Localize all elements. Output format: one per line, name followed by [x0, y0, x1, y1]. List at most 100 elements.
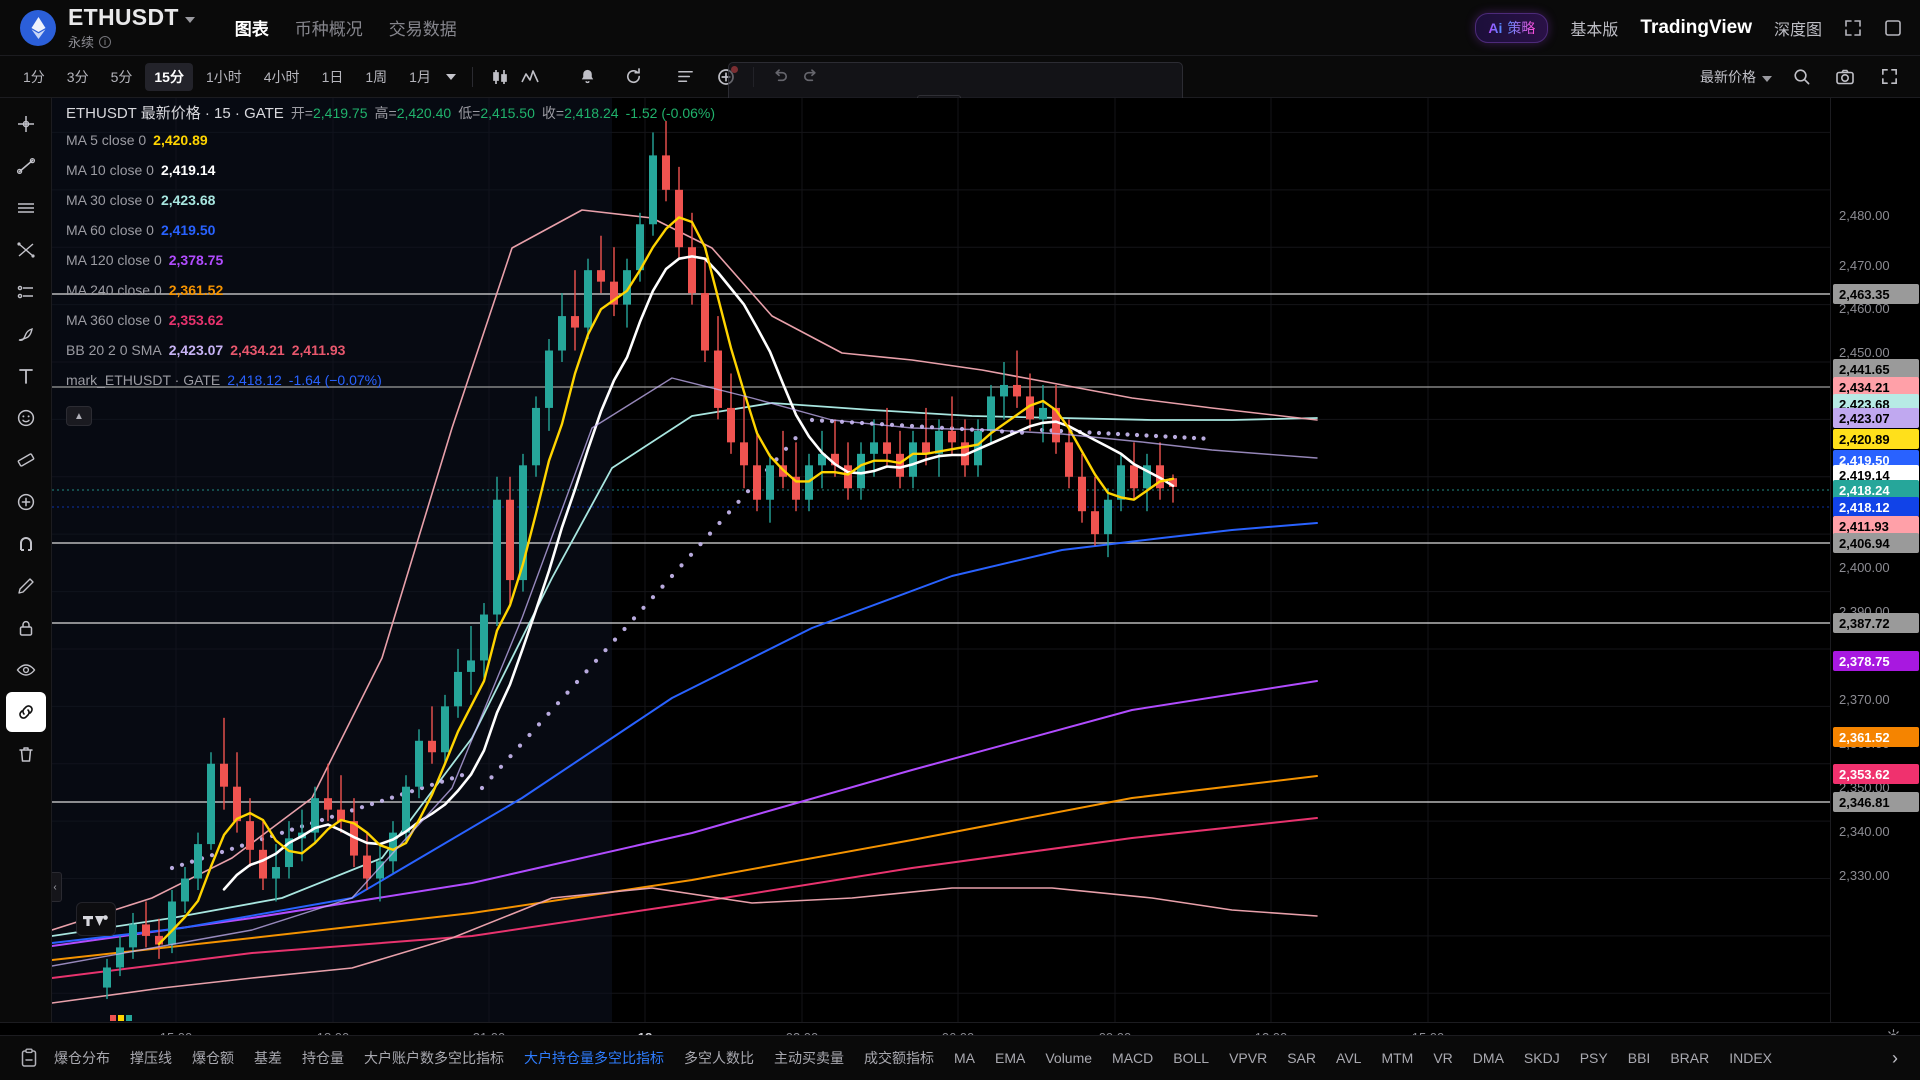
pattern-icon[interactable] — [6, 272, 46, 312]
indicator-item[interactable]: 爆仓额 — [192, 1050, 234, 1066]
indicator-item[interactable]: PSY — [1579, 1050, 1608, 1066]
legend-ma240[interactable]: MA 240 close 0 2,361.52 — [66, 282, 715, 312]
timeframe-1w[interactable]: 1周 — [365, 68, 388, 85]
emoji-icon[interactable] — [6, 398, 46, 438]
magnet-icon[interactable] — [6, 524, 46, 564]
camera-icon[interactable] — [1830, 62, 1860, 92]
legend-bb[interactable]: BB 20 2 0 SMA 2,423.07 2,434.21 2,411.93 — [66, 342, 715, 372]
ai-strategy-button[interactable]: Ai 策略 — [1475, 12, 1549, 43]
legend-ma60[interactable]: MA 60 close 0 2,419.50 — [66, 222, 715, 252]
indicator-item[interactable]: VR — [1433, 1050, 1453, 1066]
indicator-item[interactable]: 成交额指标 — [864, 1050, 934, 1066]
measure-icon[interactable] — [6, 440, 46, 480]
price-axis-badge[interactable]: 2,378.75 — [1833, 651, 1919, 671]
price-axis-badge[interactable]: 2,411.93 — [1833, 516, 1919, 536]
legend-ma120[interactable]: MA 120 close 0 2,378.75 — [66, 252, 715, 282]
price-axis-badge[interactable]: 2,406.94 — [1833, 533, 1919, 553]
indicator-item[interactable]: MACD — [1112, 1050, 1154, 1066]
legend-mark-price[interactable]: mark_ETHUSDT · GATE 2,418.12 -1.64 (−0.0… — [66, 372, 715, 402]
tab-chart[interactable]: 图表 — [234, 20, 269, 39]
indicator-item[interactable]: 大户账户数多空比指标 — [364, 1050, 504, 1066]
price-axis-badge[interactable]: 2,361.52 — [1833, 727, 1919, 747]
depth-chart-button[interactable]: 深度图 — [1773, 21, 1822, 39]
timeframe-1m[interactable]: 1分 — [23, 68, 45, 85]
indicator-item[interactable]: 主动买卖量 — [774, 1050, 844, 1066]
basic-version-button[interactable]: 基本版 — [1570, 21, 1619, 39]
timeframe-5m[interactable]: 5分 — [110, 68, 133, 85]
price-axis-badge[interactable]: 2,346.81 — [1833, 792, 1919, 812]
price-axis-badge[interactable]: 2,463.35 — [1833, 284, 1919, 304]
price-axis[interactable]: 2,480.002,470.002,460.002,450.002,440.00… — [1830, 98, 1920, 1022]
indicator-item[interactable]: 大户持仓量多空比指标 — [524, 1050, 664, 1066]
price-axis-badge[interactable]: 2,353.62 — [1833, 764, 1919, 784]
tab-trade-data[interactable]: 交易数据 — [388, 20, 457, 39]
indicator-item[interactable]: Volume — [1045, 1050, 1093, 1066]
fib-retracement-icon[interactable] — [6, 230, 46, 270]
alert-bell-icon[interactable] — [573, 62, 603, 92]
indicator-item[interactable]: 多空人数比 — [684, 1050, 754, 1066]
indicator-item[interactable]: BRAR — [1670, 1050, 1710, 1066]
timeframe-3m[interactable]: 3分 — [66, 68, 89, 85]
indicator-item[interactable]: 撑压线 — [130, 1050, 172, 1066]
price-axis-badge[interactable]: 2,418.24 — [1833, 480, 1919, 500]
chevron-down-icon[interactable] — [184, 16, 195, 23]
symbol-block[interactable]: ETHUSDT 永续 i — [68, 4, 195, 51]
redo-icon[interactable] — [796, 62, 826, 92]
indicator-item[interactable]: SAR — [1287, 1050, 1317, 1066]
tradingview-button[interactable]: TradingView — [1640, 16, 1752, 38]
eye-icon[interactable] — [6, 650, 46, 690]
trash-icon[interactable] — [6, 734, 46, 774]
indicator-icon[interactable] — [515, 62, 545, 92]
symbol-row[interactable]: ETHUSDT — [68, 4, 195, 31]
indicator-item[interactable]: MTM — [1381, 1050, 1414, 1066]
legend-ma10[interactable]: MA 10 close 0 2,419.14 — [66, 162, 715, 192]
indicator-item[interactable]: BBI — [1627, 1050, 1651, 1066]
candlestick-type-icon[interactable] — [485, 62, 515, 92]
template-list-icon[interactable] — [671, 62, 701, 92]
legend-ma360[interactable]: MA 360 close 0 2,353.62 — [66, 312, 715, 342]
replay-icon[interactable] — [619, 62, 649, 92]
zoom-in-icon[interactable] — [6, 482, 46, 522]
legend-ma30[interactable]: MA 30 close 0 2,423.68 — [66, 192, 715, 222]
search-icon[interactable] — [1786, 62, 1816, 92]
indicator-item[interactable]: BOLL — [1173, 1050, 1210, 1066]
indicator-item[interactable]: EMA — [995, 1050, 1026, 1066]
timeframe-15m[interactable]: 15分 — [145, 62, 193, 91]
indicator-item[interactable]: INDEX — [1729, 1050, 1773, 1066]
indicator-item[interactable]: AVL — [1336, 1050, 1362, 1066]
brush-icon[interactable] — [6, 314, 46, 354]
text-icon[interactable] — [6, 356, 46, 396]
lock-icon[interactable] — [6, 608, 46, 648]
undo-icon[interactable] — [766, 62, 796, 92]
timeframe-1mo[interactable]: 1月 — [409, 68, 431, 85]
square-icon[interactable] — [1884, 19, 1902, 37]
price-axis-badge[interactable]: 2,418.12 — [1833, 497, 1919, 517]
link-icon[interactable] — [5, 692, 46, 732]
trend-line-icon[interactable] — [6, 146, 46, 186]
timeframe-1h[interactable]: 1小时 — [205, 68, 242, 85]
price-chart-canvas[interactable]: ETHUSDT 最新价格 · 15 · GATE 开=2,419.75 高=2,… — [52, 98, 1830, 1022]
price-axis-badge[interactable]: 2,387.72 — [1833, 613, 1919, 633]
add-compare-icon[interactable] — [711, 62, 741, 92]
price-axis-badge[interactable]: 2,420.89 — [1833, 429, 1919, 449]
price-axis-badge[interactable]: 2,434.21 — [1833, 377, 1919, 397]
pencil-icon[interactable] — [6, 566, 46, 606]
indicator-item[interactable]: 持仓量 — [302, 1050, 344, 1066]
price-type-selector[interactable]: 最新价格 — [1700, 67, 1772, 87]
fullscreen-icon[interactable] — [1874, 62, 1904, 92]
indicator-item[interactable]: VPVR — [1229, 1050, 1268, 1066]
indicator-item[interactable]: 爆仓分布 — [54, 1050, 110, 1066]
crosshair-icon[interactable] — [6, 104, 46, 144]
indicator-item[interactable]: MA — [954, 1050, 975, 1066]
indicator-item[interactable]: 基差 — [254, 1050, 282, 1066]
legend-ma5[interactable]: MA 5 close 0 2,420.89 — [66, 132, 715, 162]
indicator-item[interactable]: DMA — [1472, 1050, 1504, 1066]
indicator-item[interactable]: SKDJ — [1523, 1050, 1560, 1066]
expand-icon[interactable] — [1844, 19, 1862, 37]
chevron-right-icon[interactable]: › — [1892, 1047, 1898, 1068]
price-axis-badge[interactable]: 2,423.07 — [1833, 408, 1919, 428]
price-axis-badge[interactable]: 2,441.65 — [1833, 359, 1919, 379]
chevron-up-icon[interactable]: ▲ — [66, 406, 92, 426]
timeframe-4h[interactable]: 4小时 — [263, 68, 300, 85]
timeframe-more-icon[interactable] — [445, 73, 456, 80]
